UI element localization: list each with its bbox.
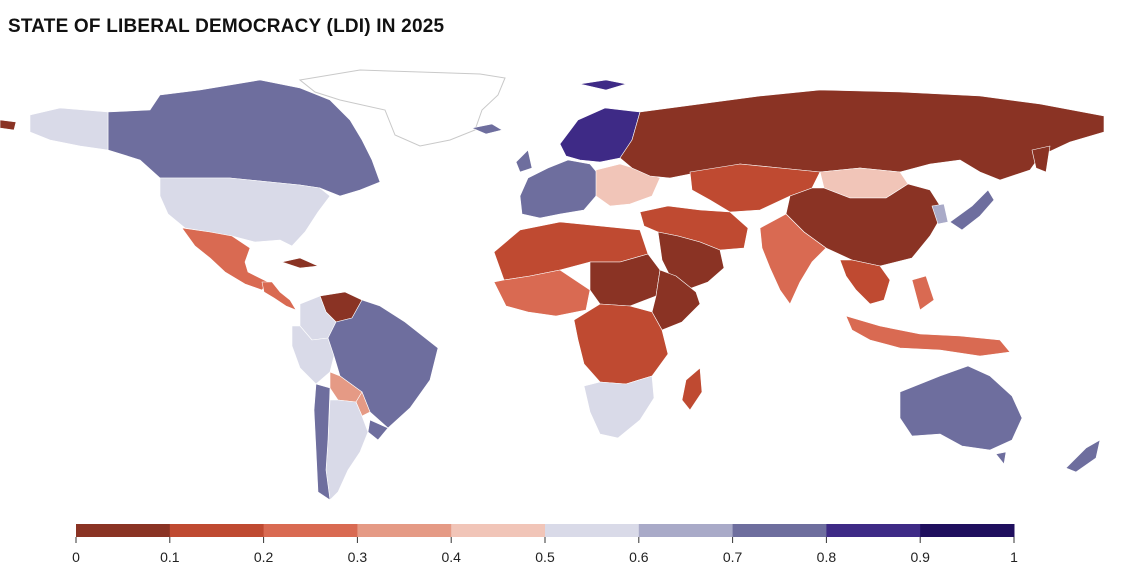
region-eastern-europe[interactable] (595, 163, 661, 207)
legend-color-bar: 0 0.1 0.2 0.3 0.4 0.5 0.6 0.7 0.8 0.9 1 (72, 524, 1018, 565)
region-southeast-asia[interactable] (839, 259, 891, 305)
legend-bin-1 (169, 524, 265, 537)
legend-bin-0 (76, 524, 171, 537)
legend-bin-7 (732, 524, 827, 537)
region-united-states[interactable] (159, 177, 331, 247)
region-india[interactable] (759, 213, 827, 305)
legend-tick-label: 0.2 (254, 549, 274, 565)
region-argentina[interactable] (325, 399, 369, 501)
region-new-zealand[interactable] (1065, 439, 1101, 473)
region-peru[interactable] (291, 325, 335, 385)
region-greenland[interactable] (298, 69, 506, 147)
legend-tick-label: 1 (1010, 549, 1018, 565)
region-japan[interactable] (949, 189, 995, 231)
map-title: STATE OF LIBERAL DEMOCRACY (LDI) IN 2025 (8, 16, 445, 37)
legend-tick-label: 0 (72, 549, 80, 565)
legend-bin-2 (263, 524, 358, 537)
region-alaska[interactable] (29, 107, 109, 151)
region-russia[interactable] (619, 89, 1105, 181)
region-uruguay[interactable] (367, 419, 389, 441)
legend-bin-4 (451, 524, 546, 537)
region-southern-africa[interactable] (583, 375, 655, 439)
legend-tick-label: 0.1 (160, 549, 180, 565)
region-madagascar[interactable] (681, 367, 703, 411)
legend-tick-label: 0.4 (441, 549, 461, 565)
region-cuba[interactable] (281, 257, 319, 269)
region-chile[interactable] (313, 383, 331, 501)
region-uk[interactable] (515, 149, 533, 173)
region-iceland[interactable] (471, 123, 503, 135)
legend-tick-label: 0.5 (535, 549, 555, 565)
legend-tick-label: 0.3 (348, 549, 368, 565)
region-australia[interactable] (899, 365, 1023, 451)
region-western-europe[interactable] (519, 159, 601, 219)
region-tasmania[interactable] (995, 451, 1007, 465)
legend-bin-6 (638, 524, 734, 537)
region-central-africa[interactable] (573, 303, 669, 385)
region-central-america[interactable] (261, 281, 297, 311)
legend-bin-5 (545, 524, 640, 537)
region-svalbard[interactable] (579, 79, 627, 91)
region-chukotka[interactable] (0, 119, 17, 131)
region-west-africa[interactable] (493, 269, 591, 317)
legend-tick-label: 0.6 (629, 549, 649, 565)
legend-tick-label: 0.7 (723, 549, 743, 565)
legend-bin-8 (826, 524, 921, 537)
legend-tick-label: 0.8 (817, 549, 837, 565)
region-middle-east[interactable] (639, 205, 749, 251)
region-indonesia[interactable] (845, 315, 1011, 357)
legend-bin-9 (920, 524, 1015, 537)
legend-tick-label: 0.9 (910, 549, 930, 565)
region-sahel[interactable] (589, 253, 661, 307)
countries-layer (0, 69, 1105, 501)
legend-bin-3 (357, 524, 452, 537)
region-korea[interactable] (931, 203, 949, 225)
region-kamchatka[interactable] (1031, 145, 1051, 173)
region-philippines[interactable] (911, 275, 935, 311)
region-brazil[interactable] (327, 299, 439, 429)
